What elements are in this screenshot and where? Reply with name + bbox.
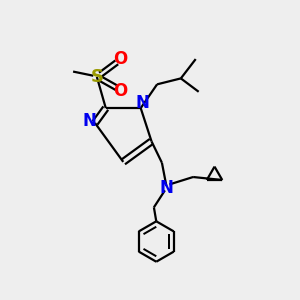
Text: N: N <box>83 112 97 130</box>
Text: O: O <box>113 50 127 68</box>
Text: N: N <box>159 179 173 197</box>
Text: S: S <box>90 68 104 86</box>
Text: N: N <box>136 94 149 112</box>
Text: O: O <box>113 82 127 100</box>
